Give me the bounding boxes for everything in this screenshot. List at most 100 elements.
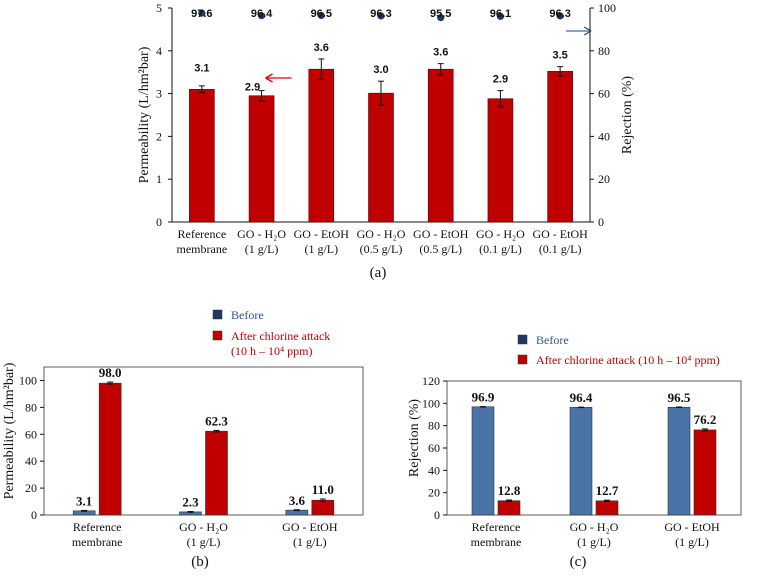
y-tick-label-left: 0: [156, 215, 162, 229]
y-tick-label: 100: [19, 373, 37, 387]
legend-label-before: Before: [536, 333, 569, 347]
bar-data-label: 3.0: [373, 64, 388, 76]
rejection-data-label: 96.5: [311, 8, 332, 20]
panel-label: (b): [191, 554, 209, 570]
x-tick-label: Reference membrane: [177, 227, 228, 256]
bar-permeability: [427, 68, 454, 223]
rejection-point: [437, 14, 445, 22]
bar-data-label: 3.5: [552, 50, 567, 62]
rejection-data-label: 96.3: [370, 8, 391, 20]
rejection-data-label: 96.3: [549, 8, 570, 20]
rejection-point: [556, 12, 564, 20]
y-tick-label: 40: [428, 463, 440, 477]
y-tick-label-right: 80: [598, 44, 610, 58]
legend-swatch-after: [212, 330, 223, 341]
bar-permeability: [547, 71, 573, 223]
legend-label-before: Before: [231, 308, 264, 322]
bar-before: [667, 406, 691, 516]
bar-data-label: 3.6: [314, 42, 329, 54]
rejection-data-label: 96.4: [251, 8, 273, 20]
rejection-data-label: 96.1: [490, 8, 511, 20]
rejection-data-label: 95.5: [430, 8, 451, 20]
bar-after: [497, 500, 521, 516]
y-tick-label: 0: [31, 508, 37, 522]
y-tick-label-left: 5: [156, 1, 162, 15]
axis-arrow-right-head: [583, 26, 592, 36]
y-tick-label-right: 60: [598, 87, 610, 101]
bar-data-label: 3.1: [76, 493, 92, 508]
y-tick-label-left: 1: [156, 172, 162, 186]
bar-after: [693, 429, 717, 516]
chart-a: 0 1 2 3 4 5 0 20 40 60 80 100 Permeability (L/hm²bar…: [137, 1, 635, 281]
rejection-point: [317, 11, 325, 20]
bar-permeability: [248, 95, 275, 223]
bar-data-label: 2.9: [245, 82, 260, 94]
bar-data-label: 11.0: [312, 482, 334, 497]
x-tick-label: GO - H₂O (1 g/L): [179, 520, 228, 549]
bar-before: [471, 406, 495, 516]
x-tick-label: GO - H₂O (1 g/L): [237, 227, 286, 256]
y-tick-label-left: 2: [156, 129, 162, 143]
bar-data-label: 3.1: [194, 62, 209, 74]
bar-data-label: 76.2: [694, 412, 717, 427]
bar-data-label: 96.5: [668, 390, 691, 405]
y-tick-label: 60: [25, 427, 37, 441]
bar-after: [595, 500, 619, 516]
x-tick-label: Reference membrane: [72, 520, 123, 549]
y-tick-label-right: 20: [598, 172, 610, 186]
x-tick-label: GO - EtOH (1 g/L): [294, 227, 350, 256]
y-tick-label: 60: [428, 441, 440, 455]
bar-data-label: 3.6: [433, 47, 448, 59]
y-tick-label: 80: [428, 419, 440, 433]
bar-data-label: 12.8: [498, 483, 521, 498]
y-tick-label-right: 100: [598, 1, 616, 15]
x-tick-label: GO - H₂O (0.5 g/L): [357, 227, 406, 256]
bar-data-label: 96.9: [472, 390, 495, 405]
legend-swatch-after: [517, 354, 528, 365]
y-tick-label-left: 4: [156, 44, 162, 58]
panel-label-a: (a): [370, 265, 387, 281]
bar-data-label: 98.0: [99, 365, 122, 380]
legend-label-after: After chlorine attack: [231, 329, 330, 343]
bar-data-label: 3.6: [289, 493, 306, 508]
y-tick-label-right: 40: [598, 129, 610, 143]
x-tick-label: GO - EtOH (1 g/L): [282, 520, 338, 549]
bar-permeability: [487, 98, 514, 223]
bar-data-label: 62.3: [205, 413, 228, 428]
x-tick-label: GO - H₂O (0.1 g/L): [476, 227, 525, 256]
bar-permeability: [308, 68, 335, 223]
bar-before: [569, 407, 593, 516]
x-tick-label: GO - EtOH (1 g/L): [664, 520, 720, 549]
y-tick-label: 20: [25, 481, 37, 495]
y-tick-label-right: 0: [598, 215, 604, 229]
bar-data-label: 2.9: [493, 74, 508, 86]
legend-label-after-line2: (10 h – 10⁴ ppm): [231, 344, 313, 358]
x-tick-label: GO - H₂O (1 g/L): [570, 520, 619, 549]
y-axis-label: Permeability (L/hm²bar): [2, 362, 17, 499]
y-axis-label: Rejection (%): [407, 399, 422, 477]
bar-data-label: 96.4: [570, 390, 593, 405]
x-tick-label: GO - EtOH (0.5 g/L): [413, 227, 469, 256]
legend-swatch-before: [517, 334, 528, 345]
y-tick-label: 80: [25, 400, 37, 414]
y-tick-label: 100: [422, 396, 440, 410]
panel-label: (c): [570, 554, 587, 570]
bar-permeability: [368, 92, 394, 223]
legend-label-after: After chlorine attack (10 h – 10⁴ ppm): [536, 353, 720, 367]
bar-data-label: 12.7: [596, 483, 619, 498]
rejection-point: [377, 12, 385, 20]
y-axis-label-left: Permeability (L/hm²bar): [137, 46, 152, 183]
bar-after: [311, 499, 335, 516]
rejection-point: [198, 9, 206, 17]
rejection-point: [496, 12, 505, 20]
rejection-point: [257, 12, 266, 20]
plot-frame: [43, 366, 364, 516]
axis-arrow-left-head: [265, 73, 273, 83]
bar-permeability: [189, 89, 215, 223]
y-tick-label-left: 3: [156, 87, 162, 101]
y-axis-label-right: Rejection (%): [620, 76, 635, 154]
y-tick-label: 20: [428, 486, 440, 500]
